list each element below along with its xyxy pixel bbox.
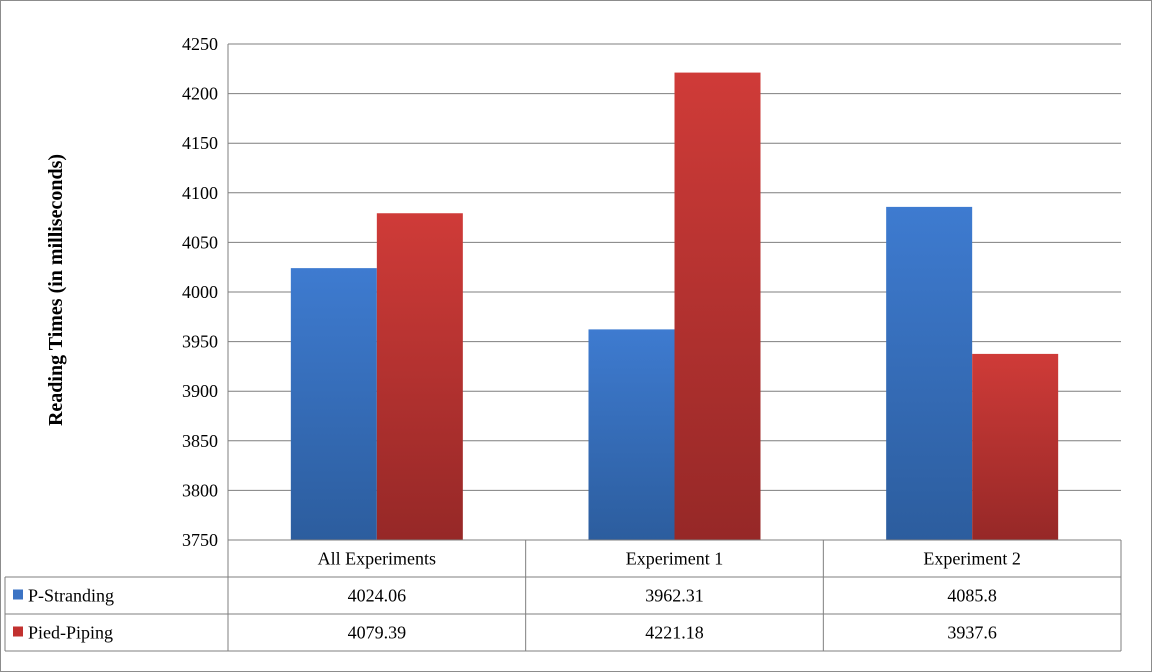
data-table: All Experiments Experiment 1 Experiment 2 P…: [4, 44, 1122, 652]
bar-pied-piping-1: [674, 72, 761, 540]
data-table-cell: 4085.8: [947, 586, 997, 606]
bar-p-stranding-1: [588, 329, 675, 540]
y-tick-label: 4100: [182, 183, 218, 203]
data-table-cell: 4221.18: [645, 623, 704, 643]
category-label: Experiment 2: [923, 549, 1020, 569]
y-tick-labels: 3750 3800 3850 3900 3950 4000 4050 4100 4150 4200…: [182, 34, 218, 550]
bar-p-stranding-2: [886, 206, 973, 540]
y-tick-label: 3950: [182, 332, 218, 352]
y-tick-label: 4150: [182, 133, 218, 153]
y-axis-label: Reading Times (in milliseconds): [45, 154, 67, 426]
bar-pied-piping-0: [376, 213, 463, 540]
y-tick-label: 3750: [182, 530, 218, 550]
data-table-cell: 3937.6: [947, 623, 997, 643]
legend-label: P-Stranding: [28, 586, 114, 606]
y-tick-label: 4200: [182, 84, 218, 104]
data-table-cell: 4079.39: [348, 623, 407, 643]
category-label: All Experiments: [318, 549, 436, 569]
data-table-cell: 4024.06: [348, 586, 407, 606]
y-tick-label: 4250: [182, 34, 218, 54]
legend-swatch: [13, 589, 23, 600]
category-label: Experiment 1: [626, 549, 723, 569]
bar-p-stranding-0: [290, 268, 377, 540]
data-table-cell: 3962.31: [645, 586, 704, 606]
y-tick-label: 4050: [182, 232, 218, 252]
y-tick-label: 3800: [182, 480, 218, 500]
legend-swatch: [13, 626, 23, 637]
y-tick-label: 3850: [182, 431, 218, 451]
y-tick-label: 4000: [182, 282, 218, 302]
bar-pied-piping-2: [972, 353, 1059, 540]
y-tick-label: 3900: [182, 381, 218, 401]
legend-label: Pied-Piping: [28, 623, 113, 643]
bars: [290, 72, 1059, 540]
